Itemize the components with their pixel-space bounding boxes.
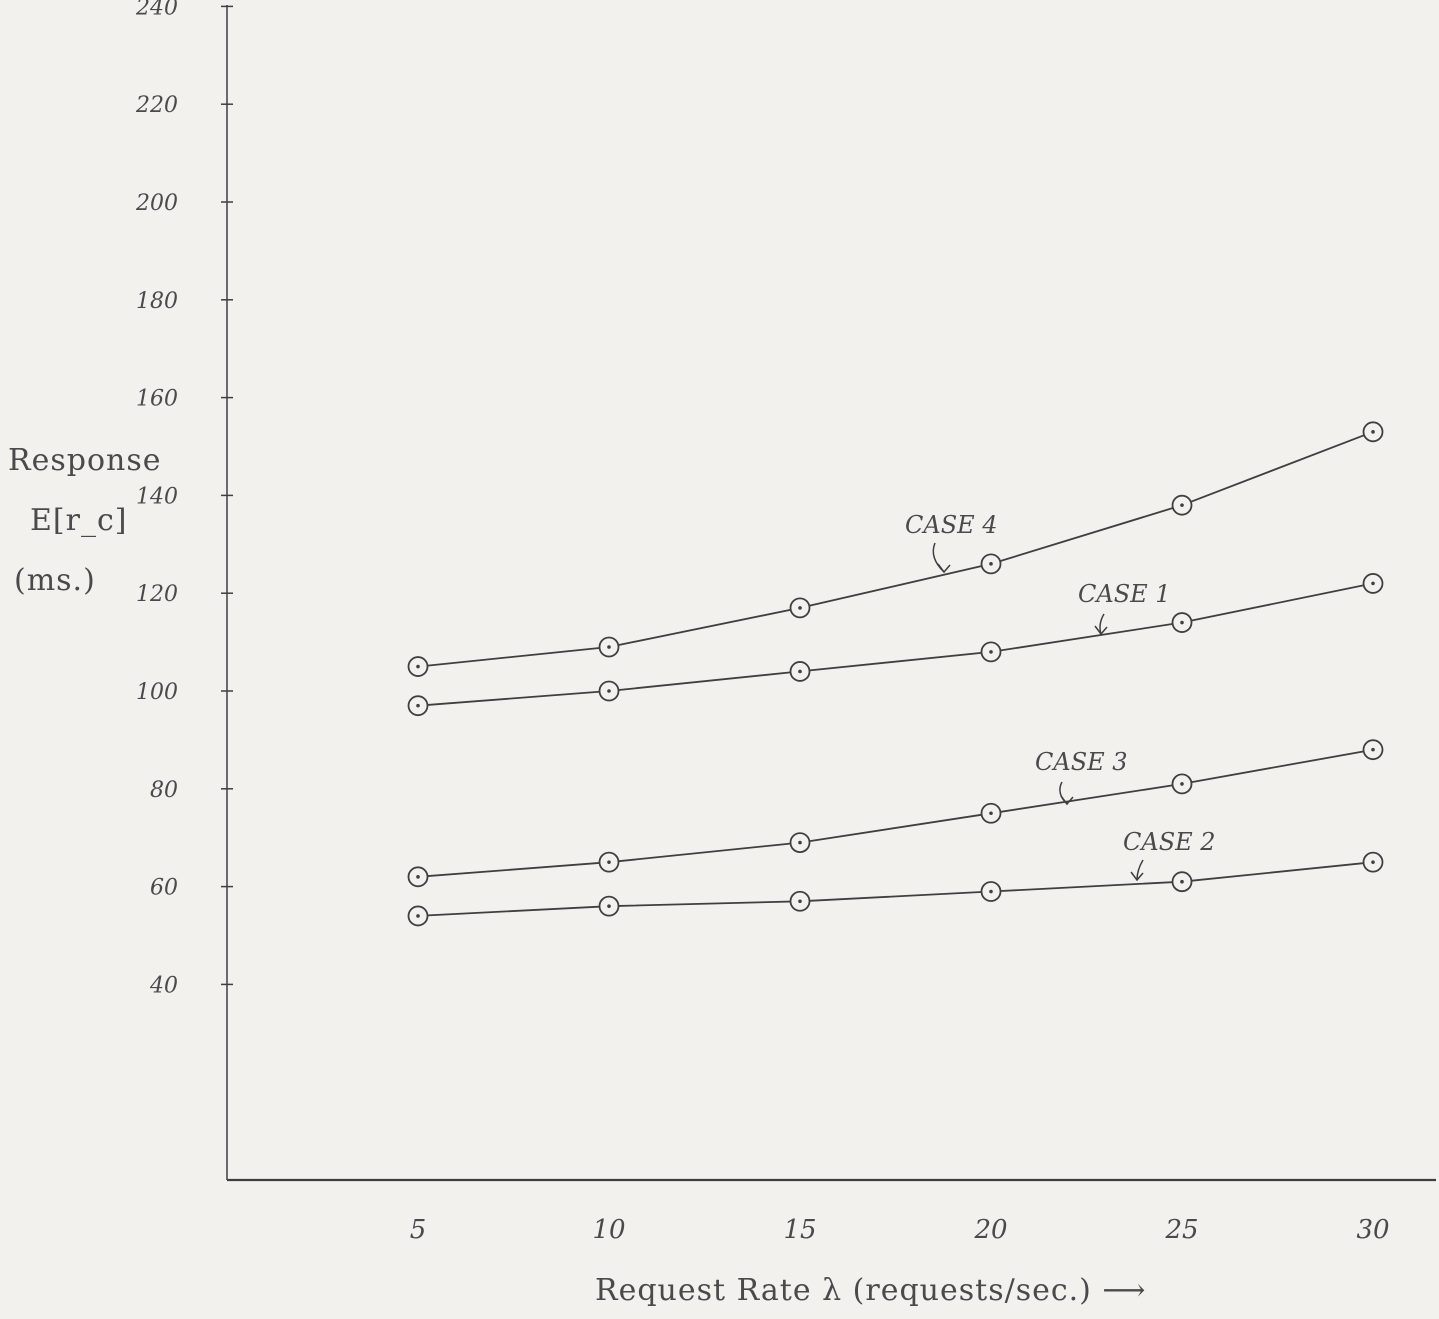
series-line <box>417 748 1374 878</box>
series-2 <box>407 573 1384 717</box>
data-point-center <box>416 664 420 669</box>
data-point-center <box>1180 620 1184 625</box>
series-label-arrow <box>1136 859 1144 881</box>
x-tick-label: 20 <box>973 1215 1007 1245</box>
data-point-center <box>989 811 993 816</box>
data-point-center <box>798 840 802 845</box>
y-axis-title-line1: Response <box>8 443 161 478</box>
data-point-center <box>798 669 802 674</box>
data-point-center <box>607 904 611 908</box>
series-label: CASE 1 <box>1078 580 1171 608</box>
y-tick-label: 80 <box>150 778 178 803</box>
y-tick-label: 120 <box>136 582 178 607</box>
x-tick-label: 15 <box>783 1215 816 1245</box>
series-1 <box>407 421 1384 677</box>
series-group <box>407 421 1384 927</box>
series-label: CASE 3 <box>1035 748 1128 776</box>
data-point-center <box>1371 860 1375 864</box>
data-point-center <box>1180 782 1184 786</box>
series-line <box>417 582 1374 707</box>
x-axis-title: Request Rate λ (requests/sec.) ⟶ <box>595 1273 1146 1308</box>
y-ticks: 40 60 80 100 120 140 160 180 200 220 240 <box>135 0 233 998</box>
series-label-arrowhead <box>937 563 951 574</box>
y-axis-title-line2: E[r_c] <box>30 503 127 538</box>
x-tick-label: 10 <box>592 1215 625 1245</box>
data-point-center <box>1180 879 1184 884</box>
data-point-center <box>1180 503 1184 507</box>
series-label-arrow <box>932 542 945 573</box>
data-point-center <box>416 914 420 918</box>
y-tick-label: 220 <box>135 93 178 118</box>
y-tick-label: 160 <box>136 387 178 412</box>
data-point-center <box>607 860 611 864</box>
data-point-center <box>416 703 420 708</box>
series-label-arrowhead <box>1060 795 1074 806</box>
y-axis-title-line3: (ms.) <box>14 563 96 598</box>
series-label-arrow <box>1059 781 1068 805</box>
data-point-center <box>607 645 611 649</box>
y-tick-label: 100 <box>136 680 178 705</box>
y-tick-label: 40 <box>149 973 178 998</box>
data-point-center <box>989 650 993 654</box>
series-label: CASE 2 <box>1123 828 1216 856</box>
data-point-center <box>1371 581 1375 586</box>
x-tick-label: 30 <box>1356 1215 1389 1245</box>
x-ticks: 5 10 15 20 25 30 <box>410 1215 1390 1245</box>
y-tick-label: 180 <box>136 289 178 314</box>
series-4 <box>407 851 1384 927</box>
y-tick-label: 240 <box>135 0 178 20</box>
series-labels: CASE 4 CASE 1 CASE 3 CASE 2 <box>905 511 1216 882</box>
x-tick-label: 5 <box>410 1215 427 1245</box>
axes <box>226 5 1436 1182</box>
y-tick-label: 140 <box>136 484 178 509</box>
data-point-center <box>989 889 993 894</box>
data-point-center <box>989 562 993 566</box>
data-point-center <box>1371 430 1375 434</box>
data-point-center <box>1371 747 1375 752</box>
data-point-center <box>798 899 802 904</box>
data-point-center <box>416 875 420 879</box>
series-3 <box>407 739 1384 888</box>
y-tick-label: 200 <box>135 191 178 216</box>
series-label-arrowhead <box>1094 625 1108 636</box>
series-line <box>417 430 1374 668</box>
series-label-arrowhead <box>1130 871 1144 882</box>
data-point-center <box>607 689 611 693</box>
series-label: CASE 4 <box>905 511 998 539</box>
x-tick-label: 25 <box>1164 1215 1198 1245</box>
y-tick-label: 60 <box>150 876 178 901</box>
series-line <box>417 861 1374 917</box>
data-point-center <box>798 606 802 610</box>
